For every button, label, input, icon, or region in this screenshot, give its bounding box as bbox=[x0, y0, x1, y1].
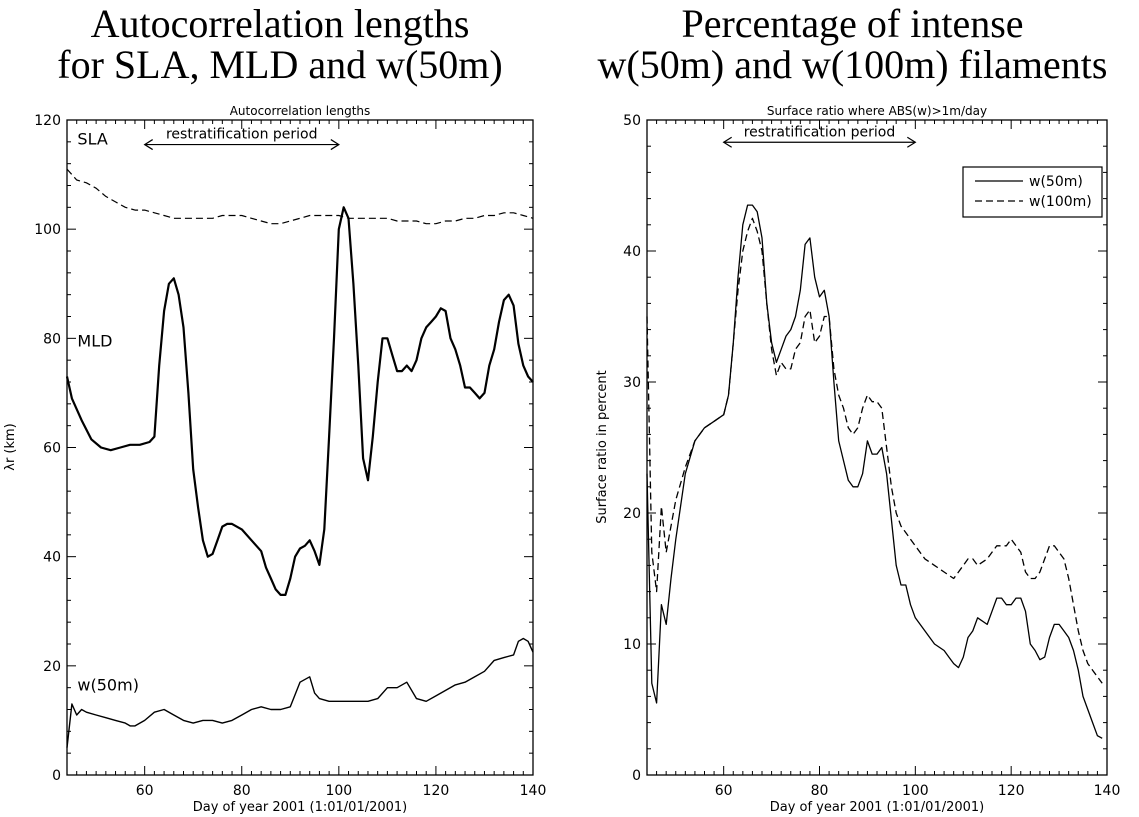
series-label-w-50m: w(50m) bbox=[77, 675, 139, 694]
legend-box bbox=[962, 166, 1103, 218]
x-axis-label: Day of year 2001 (1:01/01/2001) bbox=[770, 800, 985, 815]
series-line-mld bbox=[65, 206, 534, 597]
annotation-text: restratification period bbox=[744, 124, 896, 140]
y-axis-label: λr (km) bbox=[3, 423, 18, 471]
autocorrelation-chart: Autocorrelation lengths 60 80 100 120 140 0 20 4… bbox=[3, 104, 546, 815]
x-tick-label: 140 bbox=[520, 783, 547, 799]
series-line-w-100m bbox=[646, 217, 1103, 684]
x-tick-label: 80 bbox=[811, 783, 829, 799]
y-tick-label: 10 bbox=[623, 637, 641, 653]
legend-label: w(100m) bbox=[1029, 194, 1092, 210]
y-tick-label: 20 bbox=[623, 506, 641, 522]
right-figure-title: Percentage of intense w(50m) and w(100m)… bbox=[566, 3, 1139, 85]
y-tick-label: 60 bbox=[43, 441, 61, 457]
y-tick-label: 40 bbox=[43, 550, 61, 566]
annotation-arrowhead-left bbox=[722, 136, 732, 148]
right-title-line-1: Percentage of intense bbox=[681, 1, 1024, 46]
y-axis-label: Surface ratio in percent bbox=[595, 370, 610, 524]
x-tick-label: 140 bbox=[1094, 783, 1121, 799]
x-tick-label: 120 bbox=[998, 783, 1025, 799]
y-tick-label: 0 bbox=[52, 768, 61, 784]
y-tick-label: 120 bbox=[34, 113, 61, 129]
left-title-line-2: for SLA, MLD and w(50m) bbox=[57, 42, 503, 87]
y-tick-label: 30 bbox=[623, 375, 641, 391]
annotation-arrowhead-right bbox=[330, 139, 340, 151]
series-line-sla bbox=[66, 168, 534, 225]
y-tick-label: 20 bbox=[43, 659, 61, 675]
x-tick-label: 120 bbox=[423, 783, 450, 799]
series-label-sla: SLA bbox=[77, 130, 107, 149]
series-line-w-50m bbox=[66, 637, 534, 748]
plot-frame bbox=[646, 119, 1108, 776]
right-title-line-2: w(50m) and w(100m) filaments bbox=[597, 42, 1108, 87]
x-tick-label: 60 bbox=[715, 783, 733, 799]
series-line-w-50m bbox=[646, 204, 1103, 739]
left-title-line-1: Autocorrelation lengths bbox=[90, 1, 470, 46]
chart-title: Surface ratio where ABS(w)>1m/day bbox=[767, 104, 987, 118]
left-figure-title: Autocorrelation lengths for SLA, MLD and… bbox=[0, 3, 560, 85]
y-tick-label: 0 bbox=[632, 768, 641, 784]
x-axis-label: Day of year 2001 (1:01/01/2001) bbox=[193, 800, 408, 815]
x-tick-label: 60 bbox=[136, 783, 154, 799]
y-tick-label: 50 bbox=[623, 113, 641, 129]
x-tick-label: 80 bbox=[233, 783, 251, 799]
y-tick-label: 80 bbox=[43, 331, 61, 347]
series-label-mld: MLD bbox=[77, 332, 112, 351]
annotation-text: restratification period bbox=[166, 127, 318, 143]
annotation-arrowhead-right bbox=[907, 136, 917, 148]
y-tick-label: 100 bbox=[34, 222, 61, 238]
chart-title: Autocorrelation lengths bbox=[230, 104, 371, 118]
y-tick-label: 40 bbox=[623, 244, 641, 260]
x-tick-label: 100 bbox=[902, 783, 929, 799]
x-tick-label: 100 bbox=[325, 783, 352, 799]
legend-label: w(50m) bbox=[1029, 174, 1083, 190]
annotation-arrowhead-left bbox=[143, 139, 153, 151]
